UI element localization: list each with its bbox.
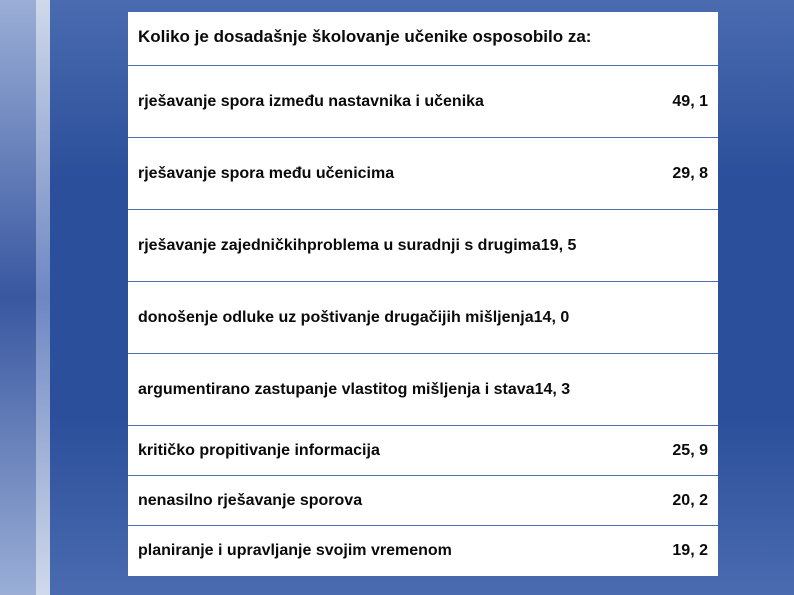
table-row: kritičko propitivanje informacija25, 9 bbox=[128, 426, 718, 476]
slide-frame: Koliko je dosadašnje školovanje učenike … bbox=[0, 0, 794, 595]
row-label: argumentirano zastupanje vlastitog mišlj… bbox=[138, 380, 535, 400]
table-title: Koliko je dosadašnje školovanje učenike … bbox=[138, 26, 708, 47]
row-label: donošenje odluke uz poštivanje drugačiji… bbox=[138, 308, 534, 328]
left-sidebar-inner bbox=[36, 0, 50, 595]
row-label: planiranje i upravljanje svojim vremenom bbox=[138, 541, 656, 561]
table-row: rješavanje spora između nastavnika i uče… bbox=[128, 66, 718, 138]
row-value: 25, 9 bbox=[656, 442, 708, 460]
row-value: 14, 0 bbox=[534, 309, 570, 327]
row-label: rješavanje spora između nastavnika i uče… bbox=[138, 92, 656, 112]
row-value: 19, 2 bbox=[656, 542, 708, 560]
table-row: rješavanje spora među učenicima29, 8 bbox=[128, 138, 718, 210]
row-label: rješavanje zajedničkihproblema u suradnj… bbox=[138, 236, 541, 256]
row-label: kritičko propitivanje informacija bbox=[138, 441, 656, 461]
table-row: argumentirano zastupanje vlastitog mišlj… bbox=[128, 354, 718, 426]
table-header: Koliko je dosadašnje školovanje učenike … bbox=[128, 12, 718, 66]
title-main: Koliko je dosadašnje školovanje učenike … bbox=[138, 27, 591, 46]
table-row: rješavanje zajedničkihproblema u suradnj… bbox=[128, 210, 718, 282]
row-value: 14, 3 bbox=[535, 381, 571, 399]
row-value: 20, 2 bbox=[656, 492, 708, 510]
row-value: 29, 8 bbox=[656, 165, 708, 183]
table-row: donošenje odluke uz poštivanje drugačiji… bbox=[128, 282, 718, 354]
row-label: nenasilno rješavanje sporova bbox=[138, 491, 656, 511]
table-row: planiranje i upravljanje svojim vremenom… bbox=[128, 526, 718, 576]
row-label: rješavanje spora među učenicima bbox=[138, 164, 656, 184]
table: Koliko je dosadašnje školovanje učenike … bbox=[128, 12, 718, 576]
row-value: 19, 5 bbox=[541, 237, 577, 255]
row-value: 49, 1 bbox=[656, 93, 708, 111]
table-row: nenasilno rješavanje sporova20, 2 bbox=[128, 476, 718, 526]
